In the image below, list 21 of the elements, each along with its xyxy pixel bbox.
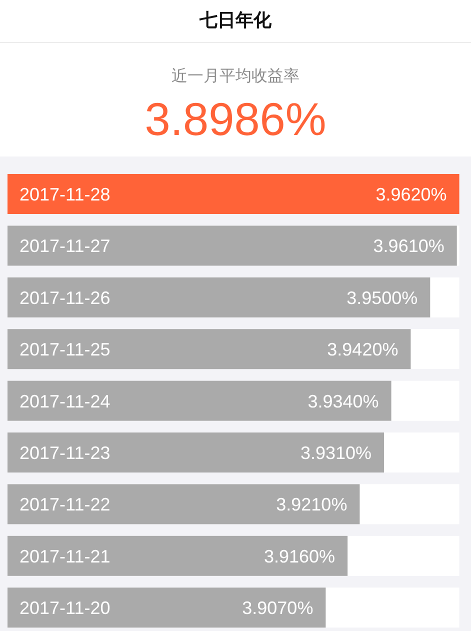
category-label: 2017-11-23 <box>20 443 110 463</box>
category-label: 2017-11-21 <box>20 546 110 566</box>
title: 七日年化 <box>200 10 272 30</box>
value-label: 3.9310% <box>300 443 372 463</box>
value-label: 3.9610% <box>373 236 444 256</box>
category-label: 2017-11-28 <box>20 184 110 204</box>
category-label: 2017-11-24 <box>20 391 110 412</box>
value-label: 3.9500% <box>346 288 418 308</box>
value-label: 3.9070% <box>242 598 314 618</box>
value-label: 3.9210% <box>276 494 348 515</box>
subtitle: 近一月平均收益率 <box>172 68 300 85</box>
value-label: 3.9420% <box>327 340 398 360</box>
category-label: 2017-11-22 <box>20 494 110 515</box>
category-label: 2017-11-26 <box>20 288 110 308</box>
value-label: 3.9160% <box>264 546 336 566</box>
category-label: 2017-11-25 <box>20 340 110 360</box>
category-label: 2017-11-27 <box>20 236 110 256</box>
category-label: 2017-11-20 <box>20 598 110 618</box>
annotation: 3.8986% <box>144 93 326 145</box>
value-label: 3.9620% <box>376 184 447 204</box>
value-label: 3.9340% <box>308 391 379 412</box>
